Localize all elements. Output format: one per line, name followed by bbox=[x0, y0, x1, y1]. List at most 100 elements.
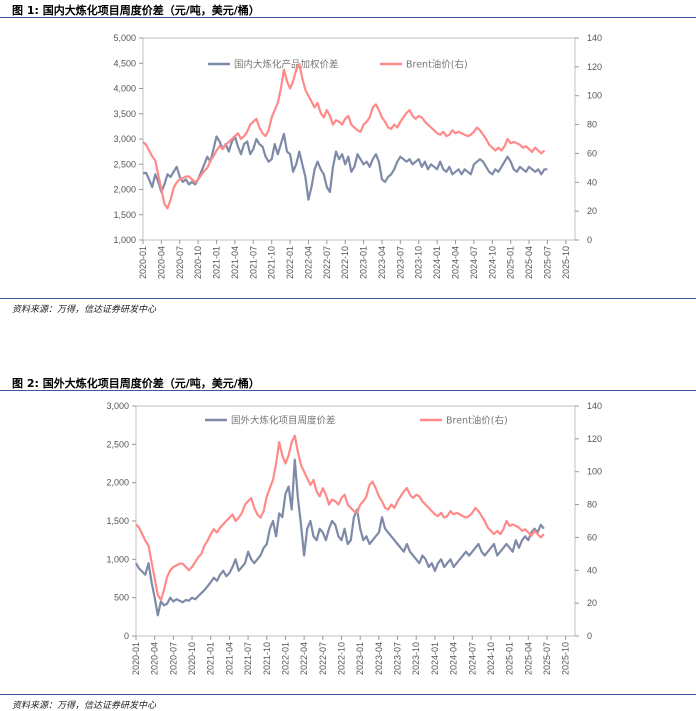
left-axis-tick-label: 3,000 bbox=[106, 401, 129, 411]
x-axis-tick-label: 2025-01 bbox=[506, 246, 516, 279]
right-axis-tick-label: 0 bbox=[587, 235, 592, 245]
figure-1-bottom-rule bbox=[0, 298, 696, 299]
x-axis-tick-label: 2023-04 bbox=[377, 246, 387, 279]
brent-series-line bbox=[135, 434, 545, 601]
left-axis-tick-label: 4,500 bbox=[113, 58, 136, 68]
x-axis-tick-label: 2022-01 bbox=[285, 246, 295, 279]
x-axis-tick-label: 2020-01 bbox=[138, 246, 148, 279]
x-axis-tick-label: 2023-01 bbox=[355, 642, 365, 675]
x-axis-tick-label: 2025-04 bbox=[523, 642, 533, 675]
x-axis-tick-label: 2023-07 bbox=[393, 642, 403, 675]
right-axis-tick-label: 40 bbox=[587, 177, 597, 187]
right-axis-tick-label: 100 bbox=[587, 91, 602, 101]
x-axis-tick-label: 2021-07 bbox=[243, 642, 253, 675]
x-axis-tick-label: 2022-04 bbox=[299, 642, 309, 675]
left-axis-tick-label: 0 bbox=[124, 631, 129, 641]
right-axis-tick-label: 80 bbox=[587, 120, 597, 130]
x-axis-tick-label: 2023-10 bbox=[414, 246, 424, 279]
x-axis-tick-label: 2021-04 bbox=[230, 246, 240, 279]
left-axis-tick-label: 1,500 bbox=[106, 516, 129, 526]
x-axis-tick-label: 2024-04 bbox=[451, 246, 461, 279]
x-axis-tick-label: 2021-01 bbox=[206, 642, 216, 675]
right-axis-tick-label: 140 bbox=[587, 33, 602, 43]
left-axis-tick-label: 500 bbox=[114, 593, 129, 603]
figure-1-source: 资料来源：万得，信达证券研发中心 bbox=[12, 305, 157, 315]
x-axis-tick-label: 2020-04 bbox=[150, 642, 160, 675]
x-axis-tick-label: 2025-04 bbox=[524, 246, 534, 279]
x-axis-tick-label: 2024-10 bbox=[486, 642, 496, 675]
right-axis-tick-label: 0 bbox=[587, 631, 592, 641]
right-axis-tick-label: 60 bbox=[587, 148, 597, 158]
x-axis-tick-label: 2020-07 bbox=[175, 246, 185, 279]
plot-area bbox=[135, 405, 576, 637]
right-axis-tick-label: 140 bbox=[587, 401, 602, 411]
right-axis-tick-label: 120 bbox=[587, 62, 602, 72]
right-axis-tick-label: 120 bbox=[587, 434, 602, 444]
left-axis-tick-label: 1,500 bbox=[113, 210, 136, 220]
left-axis-tick-label: 3,000 bbox=[113, 134, 136, 144]
left-axis-tick-label: 2,500 bbox=[106, 439, 129, 449]
x-axis-tick-label: 2022-07 bbox=[318, 642, 328, 675]
x-axis-tick-label: 2024-07 bbox=[467, 642, 477, 675]
figure-1-rule bbox=[0, 17, 696, 18]
x-axis-tick-label: 2023-07 bbox=[395, 246, 405, 279]
x-axis-tick-label: 2021-10 bbox=[267, 246, 277, 279]
x-axis-tick-label: 2020-01 bbox=[131, 642, 141, 675]
legend-label: Brent油价(右) bbox=[446, 415, 508, 427]
x-axis-tick-label: 2024-01 bbox=[430, 642, 440, 675]
legend-label: 国内大炼化产品加权价差 bbox=[234, 59, 339, 71]
brent-series-line bbox=[142, 62, 546, 210]
figure-2-source: 资料来源：万得，信达证券研发中心 bbox=[12, 701, 157, 711]
x-axis-tick-label: 2024-10 bbox=[487, 246, 497, 279]
legend-label: Brent油价(右) bbox=[406, 59, 468, 71]
left-axis-tick-label: 2,000 bbox=[113, 185, 136, 195]
left-axis-tick-label: 2,000 bbox=[106, 478, 129, 488]
x-axis-tick-label: 2020-07 bbox=[168, 642, 178, 675]
x-axis-tick-label: 2025-07 bbox=[542, 246, 552, 279]
right-axis-tick-label: 20 bbox=[587, 598, 597, 608]
x-axis-tick-label: 2024-01 bbox=[432, 246, 442, 279]
x-axis-tick-label: 2022-04 bbox=[303, 246, 313, 279]
figure-2-rule bbox=[0, 390, 696, 391]
x-axis-tick-label: 2022-10 bbox=[336, 642, 346, 675]
left-axis-tick-label: 3,500 bbox=[113, 109, 136, 119]
chart-1: 1,000 1,500 2,000 2,500 3,000 3,500 4,000 4,500… bbox=[113, 33, 602, 279]
left-axis-tick-label: 5,000 bbox=[113, 33, 136, 43]
x-axis-tick-label: 2022-07 bbox=[322, 246, 332, 279]
left-axis-tick-label: 1,000 bbox=[113, 235, 136, 245]
left-axis-tick-label: 2,500 bbox=[113, 159, 136, 169]
x-axis-tick-label: 2025-10 bbox=[561, 642, 571, 675]
figure-1-title: 图 1: 国内大炼化项目周度价差（元/吨，美元/桶） bbox=[12, 4, 260, 17]
x-axis-tick-label: 2023-10 bbox=[411, 642, 421, 675]
x-axis-tick-label: 2023-04 bbox=[374, 642, 384, 675]
x-axis-tick-label: 2020-10 bbox=[193, 246, 203, 279]
legend-label: 国外大炼化项目周度价差 bbox=[231, 415, 336, 427]
x-axis-tick-label: 2025-10 bbox=[561, 246, 571, 279]
figure-2-title: 图 2: 国外大炼化项目周度价差（元/吨，美元/桶） bbox=[12, 377, 260, 390]
x-axis-tick-label: 2020-04 bbox=[156, 246, 166, 279]
x-axis-tick-label: 2025-07 bbox=[542, 642, 552, 675]
x-axis-tick-label: 2023-01 bbox=[359, 246, 369, 279]
x-axis-tick-label: 2025-01 bbox=[505, 642, 515, 675]
spread-series-line bbox=[135, 458, 545, 617]
x-axis-tick-label: 2021-04 bbox=[224, 642, 234, 675]
right-axis-tick-label: 20 bbox=[587, 206, 597, 216]
right-axis-tick-label: 40 bbox=[587, 565, 597, 575]
x-axis-tick-label: 2024-07 bbox=[469, 246, 479, 279]
x-axis-tick-label: 2022-01 bbox=[280, 642, 290, 675]
spread-series-line bbox=[142, 132, 548, 201]
right-axis-tick-label: 60 bbox=[587, 532, 597, 542]
x-axis-tick-label: 2021-10 bbox=[262, 642, 272, 675]
x-axis-tick-label: 2024-04 bbox=[449, 642, 459, 675]
right-axis-tick-label: 100 bbox=[587, 467, 602, 477]
x-axis-tick-label: 2022-10 bbox=[340, 246, 350, 279]
figure-2-bottom-rule bbox=[0, 694, 696, 695]
x-axis-tick-label: 2021-07 bbox=[248, 246, 258, 279]
x-axis-tick-label: 2021-01 bbox=[212, 246, 222, 279]
left-axis-tick-label: 4,000 bbox=[113, 84, 136, 94]
left-axis-tick-label: 1,000 bbox=[106, 554, 129, 564]
chart-2: 0 500 1,000 1,500 2,000 2,500 3,000 0 20 40 60 80 10… bbox=[106, 401, 602, 675]
plot-area bbox=[142, 37, 576, 241]
x-axis-tick-label: 2020-10 bbox=[187, 642, 197, 675]
right-axis-tick-label: 80 bbox=[587, 500, 597, 510]
